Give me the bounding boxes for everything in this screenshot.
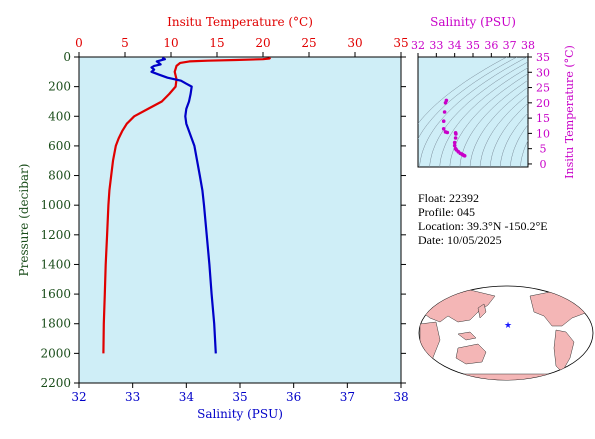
ts-point [452,143,457,148]
salinity-tick-label: 35 [232,390,247,404]
temperature-tick-label: 20 [255,36,270,50]
salinity-tick-label: 34 [179,390,195,404]
temperature-axis-label: Insitu Temperature (°C) [167,15,313,29]
density-contour [419,57,528,167]
pressure-tick-label: 1200 [40,228,71,242]
ts-temperature-tick-label: 25 [536,82,550,95]
world-map: ★ [418,285,594,381]
profile-plot: 0 5 10 15 20 25 30 35 32 33 34 35 36 37 38 0 200 400 600… [17,15,409,421]
salinity-tick-label: 33 [125,390,140,404]
ts-point [452,140,457,145]
ts-point [445,130,450,135]
ts-points [441,98,467,158]
ts-temperature-axis-label: Insitu Temperature (°C) [563,45,576,179]
pressure-tick-label: 400 [48,109,71,123]
temperature-tick-label: 25 [301,36,316,50]
ts-salinity-tick-label: 32 [411,39,425,52]
ts-diagram: 32 33 34 35 36 37 38 0 5 10 15 20 25 30 35 Salinity (… [411,15,576,179]
ts-point [443,101,448,105]
salinity-tick-label: 38 [393,390,408,404]
ts-salinity-tick-label: 33 [429,39,443,52]
pressure-tick-label: 800 [48,169,71,183]
ts-point [441,119,446,123]
temperature-axis: 0 5 10 15 20 25 30 35 [75,36,409,57]
ts-salinity-tick-label: 34 [448,39,462,52]
temperature-tick-label: 15 [209,36,224,50]
density-contour [439,67,528,167]
float-location: Location: 39.3°N -150.2°E [418,219,548,233]
pressure-tick-label: 2200 [40,376,71,390]
ts-salinity-tick-label: 37 [503,39,517,52]
profile-plot-area [78,56,402,384]
pressure-tick-label: 0 [63,50,71,64]
ts-salinity-tick-label: 35 [466,39,480,52]
profile-number: Profile: 045 [418,205,475,219]
salinity-axis: 32 33 34 35 36 37 38 [71,383,409,404]
pressure-tick-label: 600 [48,139,71,153]
pressure-tick-label: 1400 [40,257,71,271]
ts-salinity-axis: 32 33 34 35 36 37 38 [411,39,535,57]
ts-point [453,136,458,140]
ts-temperature-tick-label: 0 [540,158,547,171]
density-contour [449,73,528,167]
pressure-axis-label: Pressure (decibar) [17,164,31,277]
ts-salinity-tick-label: 36 [484,39,498,52]
ts-temperature-tick-label: 35 [536,51,550,64]
ts-point [442,110,447,114]
salinity-tick-label: 36 [286,390,301,404]
pressure-tick-label: 1600 [40,287,71,301]
ts-point [462,154,467,158]
density-contour [479,94,528,167]
ts-title: Salinity (PSU) [430,15,516,29]
float-location-marker: ★ [504,321,512,331]
density-contours [418,57,528,167]
temperature-tick-label: 30 [347,36,362,50]
density-contour [418,57,507,124]
salinity-tick-label: 32 [71,390,86,404]
pressure-tick-label: 1000 [40,198,71,212]
pressure-tick-label: 2000 [40,346,71,360]
density-contour [499,112,528,167]
ts-temperature-tick-label: 20 [536,97,550,110]
pressure-tick-label: 1800 [40,317,71,331]
salinity-tick-label: 37 [340,390,355,404]
temperature-tick-label: 35 [393,36,408,50]
ts-plot-area [417,56,529,168]
density-contour [489,102,528,167]
density-contour [459,79,528,167]
ts-temperature-tick-label: 30 [536,66,550,79]
salinity-axis-label: Salinity (PSU) [197,407,283,421]
pressure-axis: 0 200 400 600 800 1000 1200 1400 1600 1800 2000 220… [40,50,406,390]
pressure-tick-label: 200 [48,80,71,94]
density-contour [429,61,528,167]
density-contour [510,124,528,167]
temperature-tick-label: 0 [75,36,83,50]
ts-temperature-axis: 0 5 10 15 20 25 30 35 [528,51,550,171]
density-contour [520,139,528,167]
ts-temperature-tick-label: 10 [536,127,550,140]
ts-temperature-tick-label: 5 [540,143,547,156]
ts-temperature-tick-label: 15 [536,112,550,125]
salinity-profile-line [150,56,217,354]
profile-date: Date: 10/05/2025 [418,233,502,247]
ts-point [441,127,446,131]
float-id: Float: 22392 [418,191,480,205]
density-contour [469,86,528,167]
temperature-tick-label: 10 [163,36,178,50]
ts-point [454,132,458,136]
density-contour [418,57,518,140]
ts-salinity-tick-label: 38 [521,39,535,52]
temperature-tick-label: 5 [121,36,129,50]
profile-lines [102,56,272,354]
temperature-profile-line [102,56,272,354]
